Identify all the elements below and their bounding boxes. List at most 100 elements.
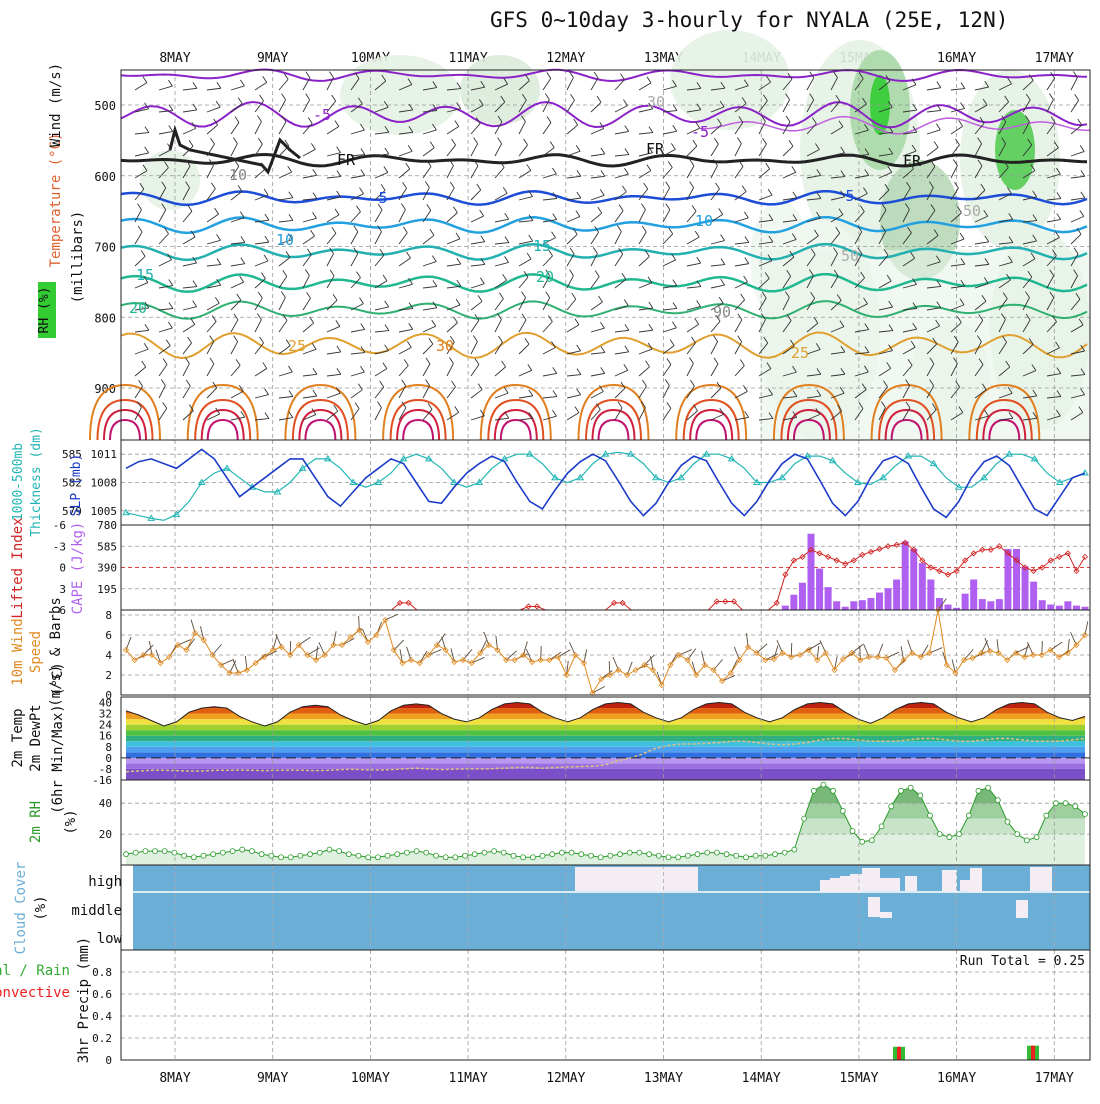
wind-barb bbox=[183, 110, 197, 112]
rh2m-point bbox=[259, 852, 264, 857]
wind-barb bbox=[385, 148, 389, 154]
wind-barb bbox=[163, 402, 167, 408]
wind-barb bbox=[690, 160, 694, 166]
wind-barb bbox=[478, 384, 482, 390]
wind-barb bbox=[183, 287, 197, 288]
wind-barb bbox=[495, 320, 501, 332]
temp-band bbox=[126, 697, 1085, 703]
precip-tick: 0.8 bbox=[92, 966, 112, 979]
wind-barb bbox=[288, 366, 292, 372]
wind-barb bbox=[207, 388, 217, 398]
wind-barb bbox=[145, 147, 149, 153]
wind-barb bbox=[552, 232, 556, 238]
wind-barb bbox=[738, 314, 742, 320]
wind-barb bbox=[327, 215, 339, 222]
wind-barb bbox=[615, 106, 627, 112]
wind-barb bbox=[377, 402, 381, 408]
cape-bar bbox=[1056, 606, 1063, 610]
wind-barb bbox=[639, 349, 652, 354]
rh2m-point bbox=[918, 793, 923, 798]
wind-barb bbox=[255, 169, 265, 178]
wind-barb bbox=[577, 389, 581, 395]
wind-barb bbox=[519, 221, 533, 222]
wind-barb bbox=[408, 145, 412, 151]
cape-bar bbox=[910, 549, 917, 610]
wind-barb bbox=[646, 361, 650, 367]
cape-bar bbox=[996, 599, 1003, 610]
rh2m-point bbox=[211, 852, 216, 857]
wind-barb bbox=[591, 373, 605, 376]
wind-barb bbox=[503, 274, 507, 280]
rh2m-point bbox=[1053, 801, 1058, 806]
wind-barb bbox=[567, 325, 579, 332]
y-label-temp: Temperature (°C) bbox=[48, 133, 64, 268]
warm-isotherm bbox=[285, 385, 355, 440]
cape-bar bbox=[799, 583, 806, 610]
rh2m-point bbox=[850, 829, 855, 834]
precip-tick: 0.6 bbox=[92, 988, 112, 1001]
isotherm-minus5 bbox=[121, 102, 1087, 127]
wind-barb bbox=[525, 338, 529, 344]
wind-barb bbox=[433, 280, 437, 286]
wind-barb bbox=[313, 390, 317, 396]
wind-barb bbox=[715, 183, 719, 189]
wind-barb bbox=[399, 233, 407, 244]
contour-label: 5 bbox=[378, 189, 387, 207]
contour-label: 20 bbox=[129, 299, 147, 317]
wind-barb bbox=[505, 237, 509, 243]
contour-label: 10 bbox=[229, 166, 247, 184]
wind-barb bbox=[495, 167, 504, 178]
rh2m-point bbox=[1073, 804, 1078, 809]
rh2m-point bbox=[511, 853, 516, 858]
wind-barb bbox=[279, 298, 285, 310]
wind-barb bbox=[399, 210, 405, 222]
wind-barb bbox=[639, 257, 649, 266]
wind-barb bbox=[217, 259, 221, 265]
thickness-line bbox=[126, 452, 1085, 520]
wind-barb bbox=[183, 324, 195, 332]
wind-barb bbox=[231, 365, 240, 376]
wind-barb bbox=[543, 373, 557, 376]
wind-barb bbox=[138, 226, 142, 232]
wind-barb bbox=[399, 188, 407, 200]
wind-barb bbox=[576, 145, 580, 151]
wind-barb bbox=[312, 343, 316, 349]
date-label-bottom: 16MAY bbox=[937, 1071, 976, 1086]
warm-isotherm bbox=[403, 420, 433, 440]
wind-barb bbox=[429, 338, 433, 344]
wind-barb bbox=[471, 166, 478, 178]
wind-barb bbox=[447, 364, 453, 376]
wind-barb bbox=[471, 242, 485, 244]
y-label-precip-convective: Convective bbox=[0, 985, 70, 1001]
wind-barb bbox=[145, 324, 149, 330]
wind-barb bbox=[1047, 219, 1061, 222]
wind-barb bbox=[735, 166, 743, 178]
wind-barb bbox=[1071, 100, 1079, 112]
wind-barb bbox=[519, 344, 529, 354]
wind-barb bbox=[622, 186, 626, 192]
wind-barb bbox=[255, 82, 267, 90]
wind-barb bbox=[216, 101, 220, 107]
wind-barb bbox=[639, 189, 648, 200]
wind-barb bbox=[455, 406, 459, 412]
wind-barb bbox=[430, 142, 434, 148]
rh2m-point bbox=[327, 847, 332, 852]
cape-tick: 780 bbox=[97, 519, 117, 532]
wind-barb bbox=[577, 369, 581, 375]
rh2m-point bbox=[714, 850, 719, 855]
wind-barb bbox=[475, 358, 479, 364]
wind-barb bbox=[714, 336, 718, 342]
rh2m-point bbox=[860, 839, 865, 844]
wind-barb bbox=[138, 204, 142, 210]
contour-label: 10 bbox=[695, 212, 713, 230]
wind-barb bbox=[591, 232, 599, 244]
wind-barb bbox=[711, 321, 720, 332]
wind-barb bbox=[695, 231, 699, 237]
wind-barb bbox=[642, 380, 646, 386]
wind-barb bbox=[159, 131, 173, 134]
cloud-clear bbox=[868, 897, 880, 917]
wind-barb bbox=[351, 390, 362, 398]
wind-barb bbox=[766, 163, 770, 169]
wind-barb bbox=[495, 243, 509, 244]
cloud-clear bbox=[850, 874, 862, 892]
